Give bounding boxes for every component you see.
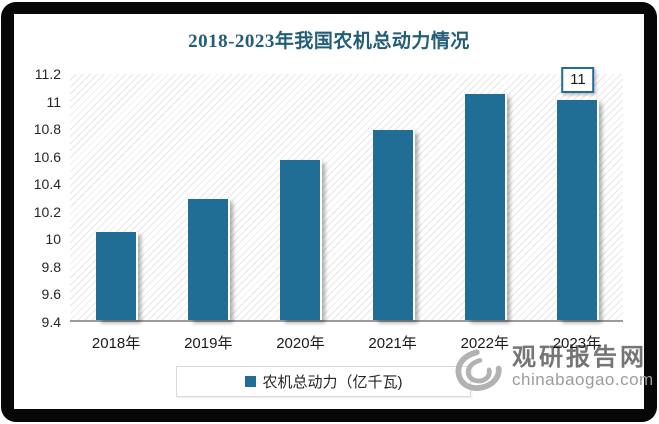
bar-2019年	[188, 198, 229, 320]
y-tick-label: 9.6	[41, 286, 61, 303]
y-tick-label: 10	[45, 231, 61, 248]
y-tick-label: 10.4	[33, 176, 61, 193]
x-tick-label: 2019年	[184, 335, 233, 352]
legend-label: 农机总动力（亿千瓦)	[262, 374, 403, 391]
x-tick-label: 2021年	[368, 335, 417, 352]
bar-2021年	[372, 129, 413, 320]
chart-title: 2018-2023年我国农机总动力情况	[188, 31, 470, 52]
watermark-url: chinabaogao.com	[512, 370, 654, 389]
y-tick-label: 9.4	[41, 314, 61, 330]
y-tick-label: 10.6	[33, 148, 61, 165]
watermark-name: 观研报告网	[512, 344, 647, 371]
legend: 农机总动力（亿千瓦)	[176, 366, 471, 397]
y-axis: 11.2 11 10.8 10.6 10.4 10.2 10 9.8 9.6 9.4	[14, 66, 61, 330]
x-tick-label: 2023年	[552, 335, 602, 352]
y-tick-label: 11	[46, 93, 61, 110]
x-tick-label: 2020年	[276, 335, 325, 352]
y-tick-label: 9.8	[41, 258, 61, 275]
x-tick-label: 2018年	[91, 335, 141, 352]
legend-marker-icon	[244, 376, 256, 387]
watermark: 观研报告网 chinabaogao.com	[452, 344, 654, 391]
watermark-text-block: 观研报告网 chinabaogao.com	[512, 344, 654, 389]
chart-card: 2018-2023年我国农机总动力情况 11.2 11 10.8 10.6 10.4 10…	[14, 14, 653, 409]
plot-area: 11	[70, 66, 623, 322]
bar-2022年	[464, 94, 505, 320]
bar-2018年	[96, 231, 137, 320]
data-label-2023: 11	[561, 66, 595, 93]
bar-2020年	[280, 160, 321, 320]
x-tick-label: 2022年	[460, 335, 509, 352]
y-tick-label: 10.8	[33, 121, 61, 138]
swirl-logo-icon	[455, 349, 502, 391]
x-axis: 2018年 2019年 2020年 2021年 2022年 2023年	[70, 332, 623, 352]
y-tick-label: 11.2	[34, 66, 61, 82]
bar-2023年	[556, 99, 597, 320]
y-tick-label: 10.2	[33, 203, 61, 220]
